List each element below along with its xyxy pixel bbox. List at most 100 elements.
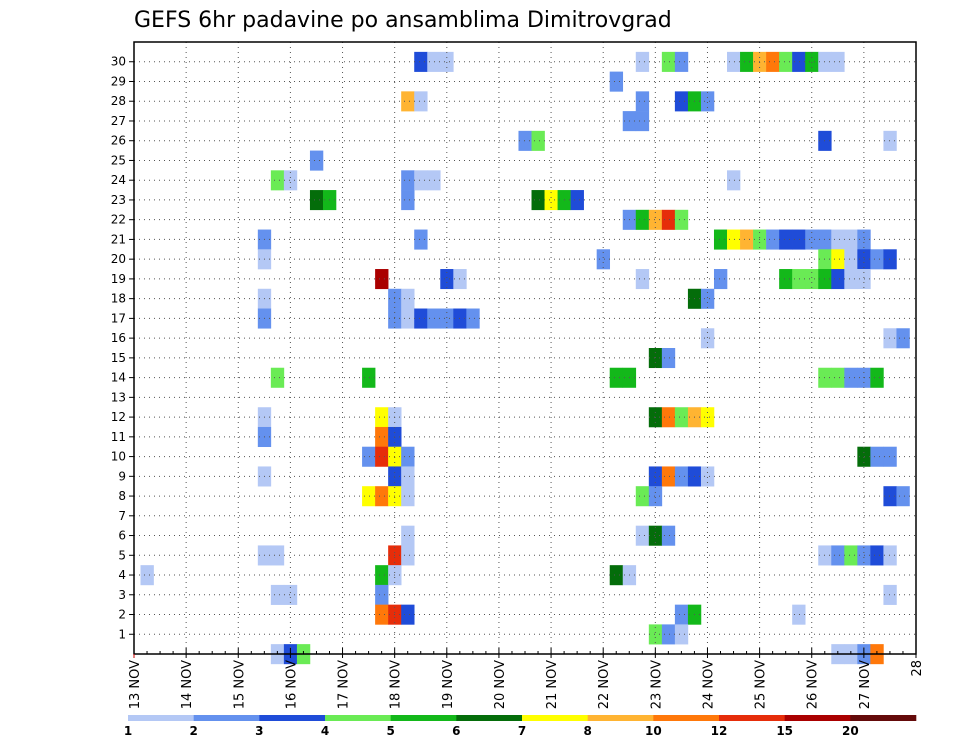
heatmap-cell — [870, 446, 884, 467]
heatmap-cell — [883, 486, 897, 507]
x-tick-label: 15 NOV — [232, 660, 247, 709]
y-tick-label: 7 — [118, 509, 126, 523]
heatmap-cell — [466, 308, 480, 329]
y-tick-label: 6 — [118, 529, 126, 543]
x-tick-label: 26 NOV — [806, 660, 821, 709]
heatmap-cell — [401, 308, 415, 329]
x-tick-label: 18 NOV — [389, 660, 404, 709]
heatmap-cell — [570, 190, 584, 211]
colorbar-segment — [325, 715, 391, 721]
heatmap-cell — [648, 525, 663, 546]
colorbar-label: 5 — [386, 724, 394, 738]
x-tick-label: 16 NOV — [284, 660, 299, 709]
x-tick-label: 23 NOV — [649, 660, 664, 709]
x-tick-label: 14 NOV — [180, 660, 195, 709]
heatmap-cell — [831, 249, 845, 270]
x-tick-label: 28 — [910, 660, 925, 677]
heatmap-cell — [792, 604, 806, 625]
heatmap-cell — [401, 91, 415, 112]
heatmap-cell — [674, 91, 689, 112]
heatmap-cell — [375, 584, 389, 605]
heatmap-cell — [766, 51, 780, 72]
heatmap-cell — [844, 249, 858, 270]
heatmap-cell — [700, 328, 715, 349]
heatmap-cell — [609, 71, 624, 92]
y-tick-label: 4 — [118, 568, 126, 582]
y-tick-label: 3 — [118, 588, 126, 602]
colorbar: 1 2 3 4 5 6 7 8 10 12 15 20 — [124, 715, 917, 738]
heatmap-cell — [661, 51, 676, 72]
heatmap-cell — [883, 584, 897, 605]
heatmap-cell — [661, 525, 676, 546]
x-tick-label: 27 NOV — [858, 660, 873, 709]
y-tick-label: 9 — [118, 469, 126, 483]
heatmap-cell — [727, 170, 741, 191]
heatmap-cell — [648, 348, 663, 369]
colorbar-segment — [128, 715, 194, 721]
heatmap-cell — [661, 348, 676, 369]
heatmap-cell — [661, 407, 676, 428]
heatmap-cell — [831, 51, 845, 72]
colorbar-label: 15 — [776, 724, 793, 738]
y-tick-label: 15 — [111, 351, 126, 365]
x-tick-label: 22 NOV — [597, 660, 612, 709]
y-tick-label: 29 — [111, 74, 126, 88]
y-tick-label: 19 — [111, 272, 126, 286]
colorbar-segment — [784, 715, 851, 721]
heatmap-cell — [674, 51, 689, 72]
x-tick-label: 19 NOV — [441, 660, 456, 709]
heatmap-cell — [362, 367, 376, 388]
heatmap-cell — [713, 229, 728, 250]
heatmap-cell — [635, 91, 650, 112]
heatmap-cell — [700, 91, 715, 112]
heatmap-cell — [440, 269, 454, 290]
heatmap-cell — [283, 170, 298, 191]
y-tick-label: 27 — [111, 114, 126, 128]
heatmap-cell — [805, 229, 819, 250]
heatmap-cell — [596, 249, 611, 270]
y-tick-label: 16 — [111, 331, 126, 345]
heatmap-cell — [427, 170, 441, 191]
heatmap-cell — [883, 545, 897, 566]
heatmap-cell — [635, 525, 650, 546]
y-tick-label: 2 — [118, 608, 126, 622]
heatmap-cell — [414, 308, 428, 329]
heatmap-cell — [896, 328, 910, 349]
heatmap-cell — [779, 51, 793, 72]
heatmap-cell — [648, 209, 663, 230]
heatmap-cell — [661, 209, 676, 230]
heatmap-cell — [648, 466, 663, 487]
heatmap-cell — [270, 367, 285, 388]
heatmap-cell — [727, 51, 741, 72]
heatmap-cell — [635, 486, 650, 507]
heatmap-cell — [831, 367, 845, 388]
y-tick-label: 22 — [111, 213, 126, 227]
colorbar-segment — [653, 715, 720, 721]
heatmap-cell — [375, 426, 389, 448]
colorbar-label: 1 — [124, 724, 132, 738]
heatmap-cell — [700, 288, 715, 309]
heatmap-cell — [440, 51, 454, 72]
heatmap-cell — [831, 229, 845, 250]
x-tick-label: 17 NOV — [337, 660, 352, 709]
colorbar-segment — [719, 715, 785, 721]
heatmap-cell — [309, 190, 324, 211]
heatmap-cell — [792, 229, 806, 250]
y-tick-label: 25 — [111, 153, 126, 167]
heatmap-cell — [766, 229, 780, 250]
heatmap-cell — [375, 446, 389, 467]
colorbar-label: 4 — [321, 724, 329, 738]
heatmap-cell — [518, 130, 532, 151]
y-tick-label: 13 — [111, 390, 126, 404]
heatmap-cell — [674, 407, 689, 428]
heatmap-cell — [727, 229, 741, 250]
y-axis: 1234567891011121314151617181920212223242… — [111, 55, 134, 641]
heatmap-cell — [375, 604, 389, 625]
heatmap-cell — [270, 545, 285, 566]
y-tick-label: 21 — [111, 232, 126, 246]
heatmap-cell — [362, 446, 376, 467]
heatmap-cell — [414, 229, 428, 250]
heatmap-cell — [401, 446, 415, 467]
heatmap-cell — [531, 190, 545, 211]
y-tick-label: 1 — [118, 627, 126, 641]
